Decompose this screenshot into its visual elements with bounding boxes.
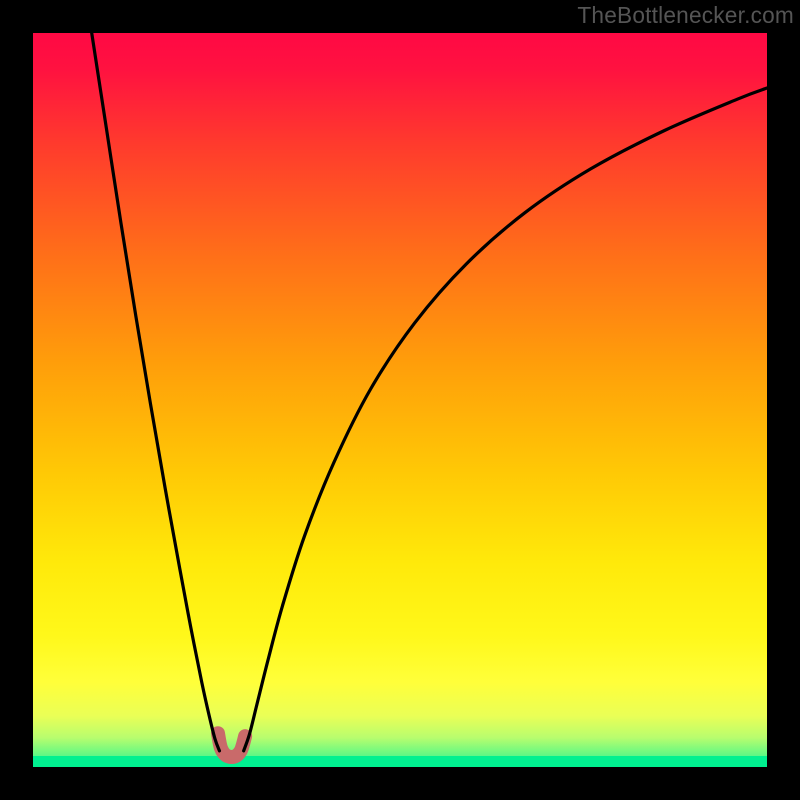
plot-area xyxy=(33,33,767,767)
curve-right xyxy=(244,88,767,751)
dip-marker xyxy=(218,733,245,757)
watermark-text: TheBottlenecker.com xyxy=(577,2,794,29)
chart-canvas: TheBottlenecker.com xyxy=(0,0,800,800)
curve-overlay xyxy=(33,33,767,767)
curve-left xyxy=(92,33,220,751)
